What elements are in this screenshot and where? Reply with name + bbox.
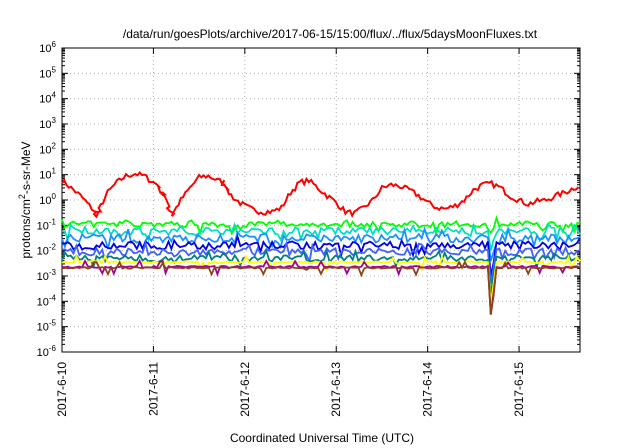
x-tick-label: 2017-6-10	[55, 362, 69, 417]
y-tick-label: 105	[39, 65, 56, 80]
grid	[62, 48, 580, 352]
x-tick-label: 2017-6-11	[146, 362, 160, 416]
series-line-1	[61, 214, 581, 237]
y-tick-label: 10-3	[37, 268, 57, 283]
series-line-3	[61, 225, 581, 261]
y-label-base: protons/cm	[19, 199, 33, 258]
y-tick-label: 10-5	[37, 319, 57, 334]
x-axis: 2017-6-10 2017-6-11 2017-6-12 2017-6-13 2017…	[55, 48, 526, 417]
y-tick-label: 10-1	[37, 217, 57, 232]
series-line-0	[61, 170, 580, 219]
chart-title: /data/run/goesPlots/archive/2017-06-15/1…	[123, 27, 538, 41]
y-tick-label: 102	[39, 141, 56, 156]
series-line-2	[61, 222, 581, 251]
y-tick-label: 10-4	[37, 293, 57, 308]
y-tick-label: 106	[39, 40, 56, 55]
y-label-sup: 2	[17, 194, 27, 199]
y-tick-label: 10-6	[37, 344, 57, 359]
series-group	[61, 170, 581, 315]
x-axis-label: Coordinated Universal Time (UTC)	[230, 431, 414, 445]
series-line-5	[61, 239, 581, 284]
x-tick-label: 2017-6-14	[421, 362, 435, 417]
x-tick-label: 2017-6-13	[329, 362, 343, 417]
y-tick-label: 103	[39, 116, 56, 131]
x-tick-label: 2017-6-12	[238, 362, 252, 417]
y-axis-label: protons/cm2-s-sr-MeV	[17, 141, 33, 258]
y-label-rest: -s-sr-MeV	[19, 141, 33, 194]
y-tick-label: 100	[39, 192, 56, 207]
y-tick-label: 101	[39, 167, 56, 182]
x-tick-label: 2017-6-15	[512, 362, 526, 417]
y-tick-label: 10-2	[37, 243, 57, 258]
y-tick-label: 104	[39, 91, 56, 106]
series-line-9	[61, 260, 581, 315]
